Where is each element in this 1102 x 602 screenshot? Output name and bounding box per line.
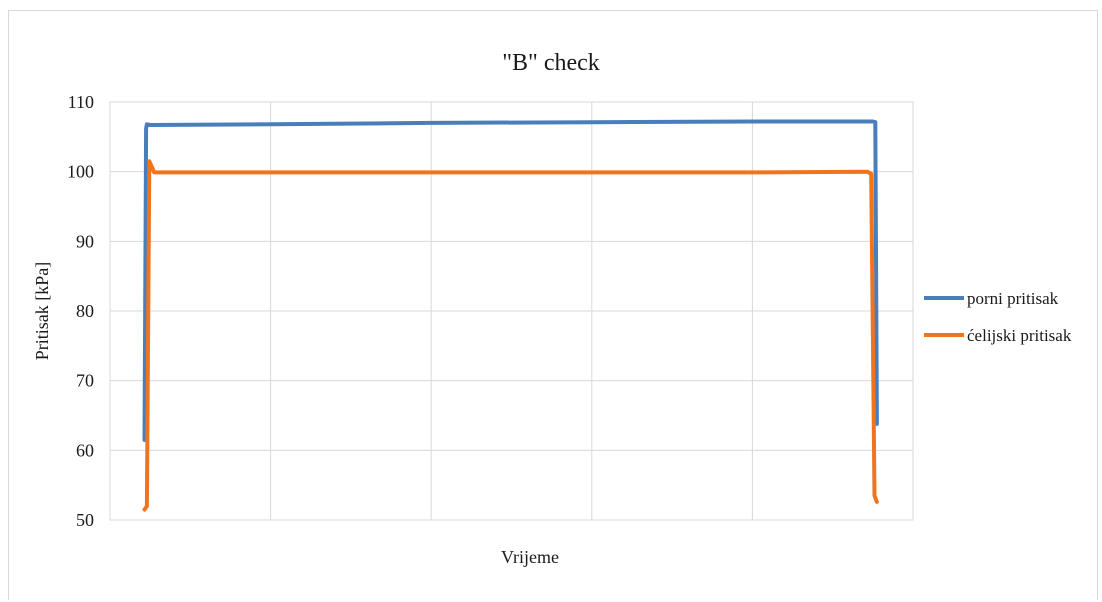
- y-tick-label: 100: [67, 162, 94, 182]
- y-tick-label: 60: [76, 440, 94, 460]
- y-tick-label: 110: [68, 92, 94, 112]
- series-line: [142, 159, 879, 512]
- y-axis-label: Pritisak [kPa]: [32, 262, 52, 361]
- y-tick-label: 70: [76, 371, 94, 391]
- grid: [110, 101, 913, 521]
- series-lines: [142, 119, 879, 512]
- chart-title: "B" check: [502, 50, 600, 76]
- y-tick-label: 80: [76, 301, 94, 321]
- series-line: [142, 119, 879, 442]
- chart-frame: [8, 10, 1098, 600]
- y-tick-label: 90: [76, 231, 94, 251]
- y-tick-labels: 50 60 70 80 90 100 110: [67, 92, 94, 530]
- legend-label: porni pritisak: [967, 289, 1059, 308]
- legend: porni pritisak ćelijski pritisak: [924, 289, 1072, 345]
- y-tick-label: 50: [76, 510, 94, 530]
- x-axis-label: Vrijeme: [501, 547, 559, 567]
- legend-label: ćelijski pritisak: [967, 326, 1072, 345]
- plot-area-border: [109, 101, 914, 521]
